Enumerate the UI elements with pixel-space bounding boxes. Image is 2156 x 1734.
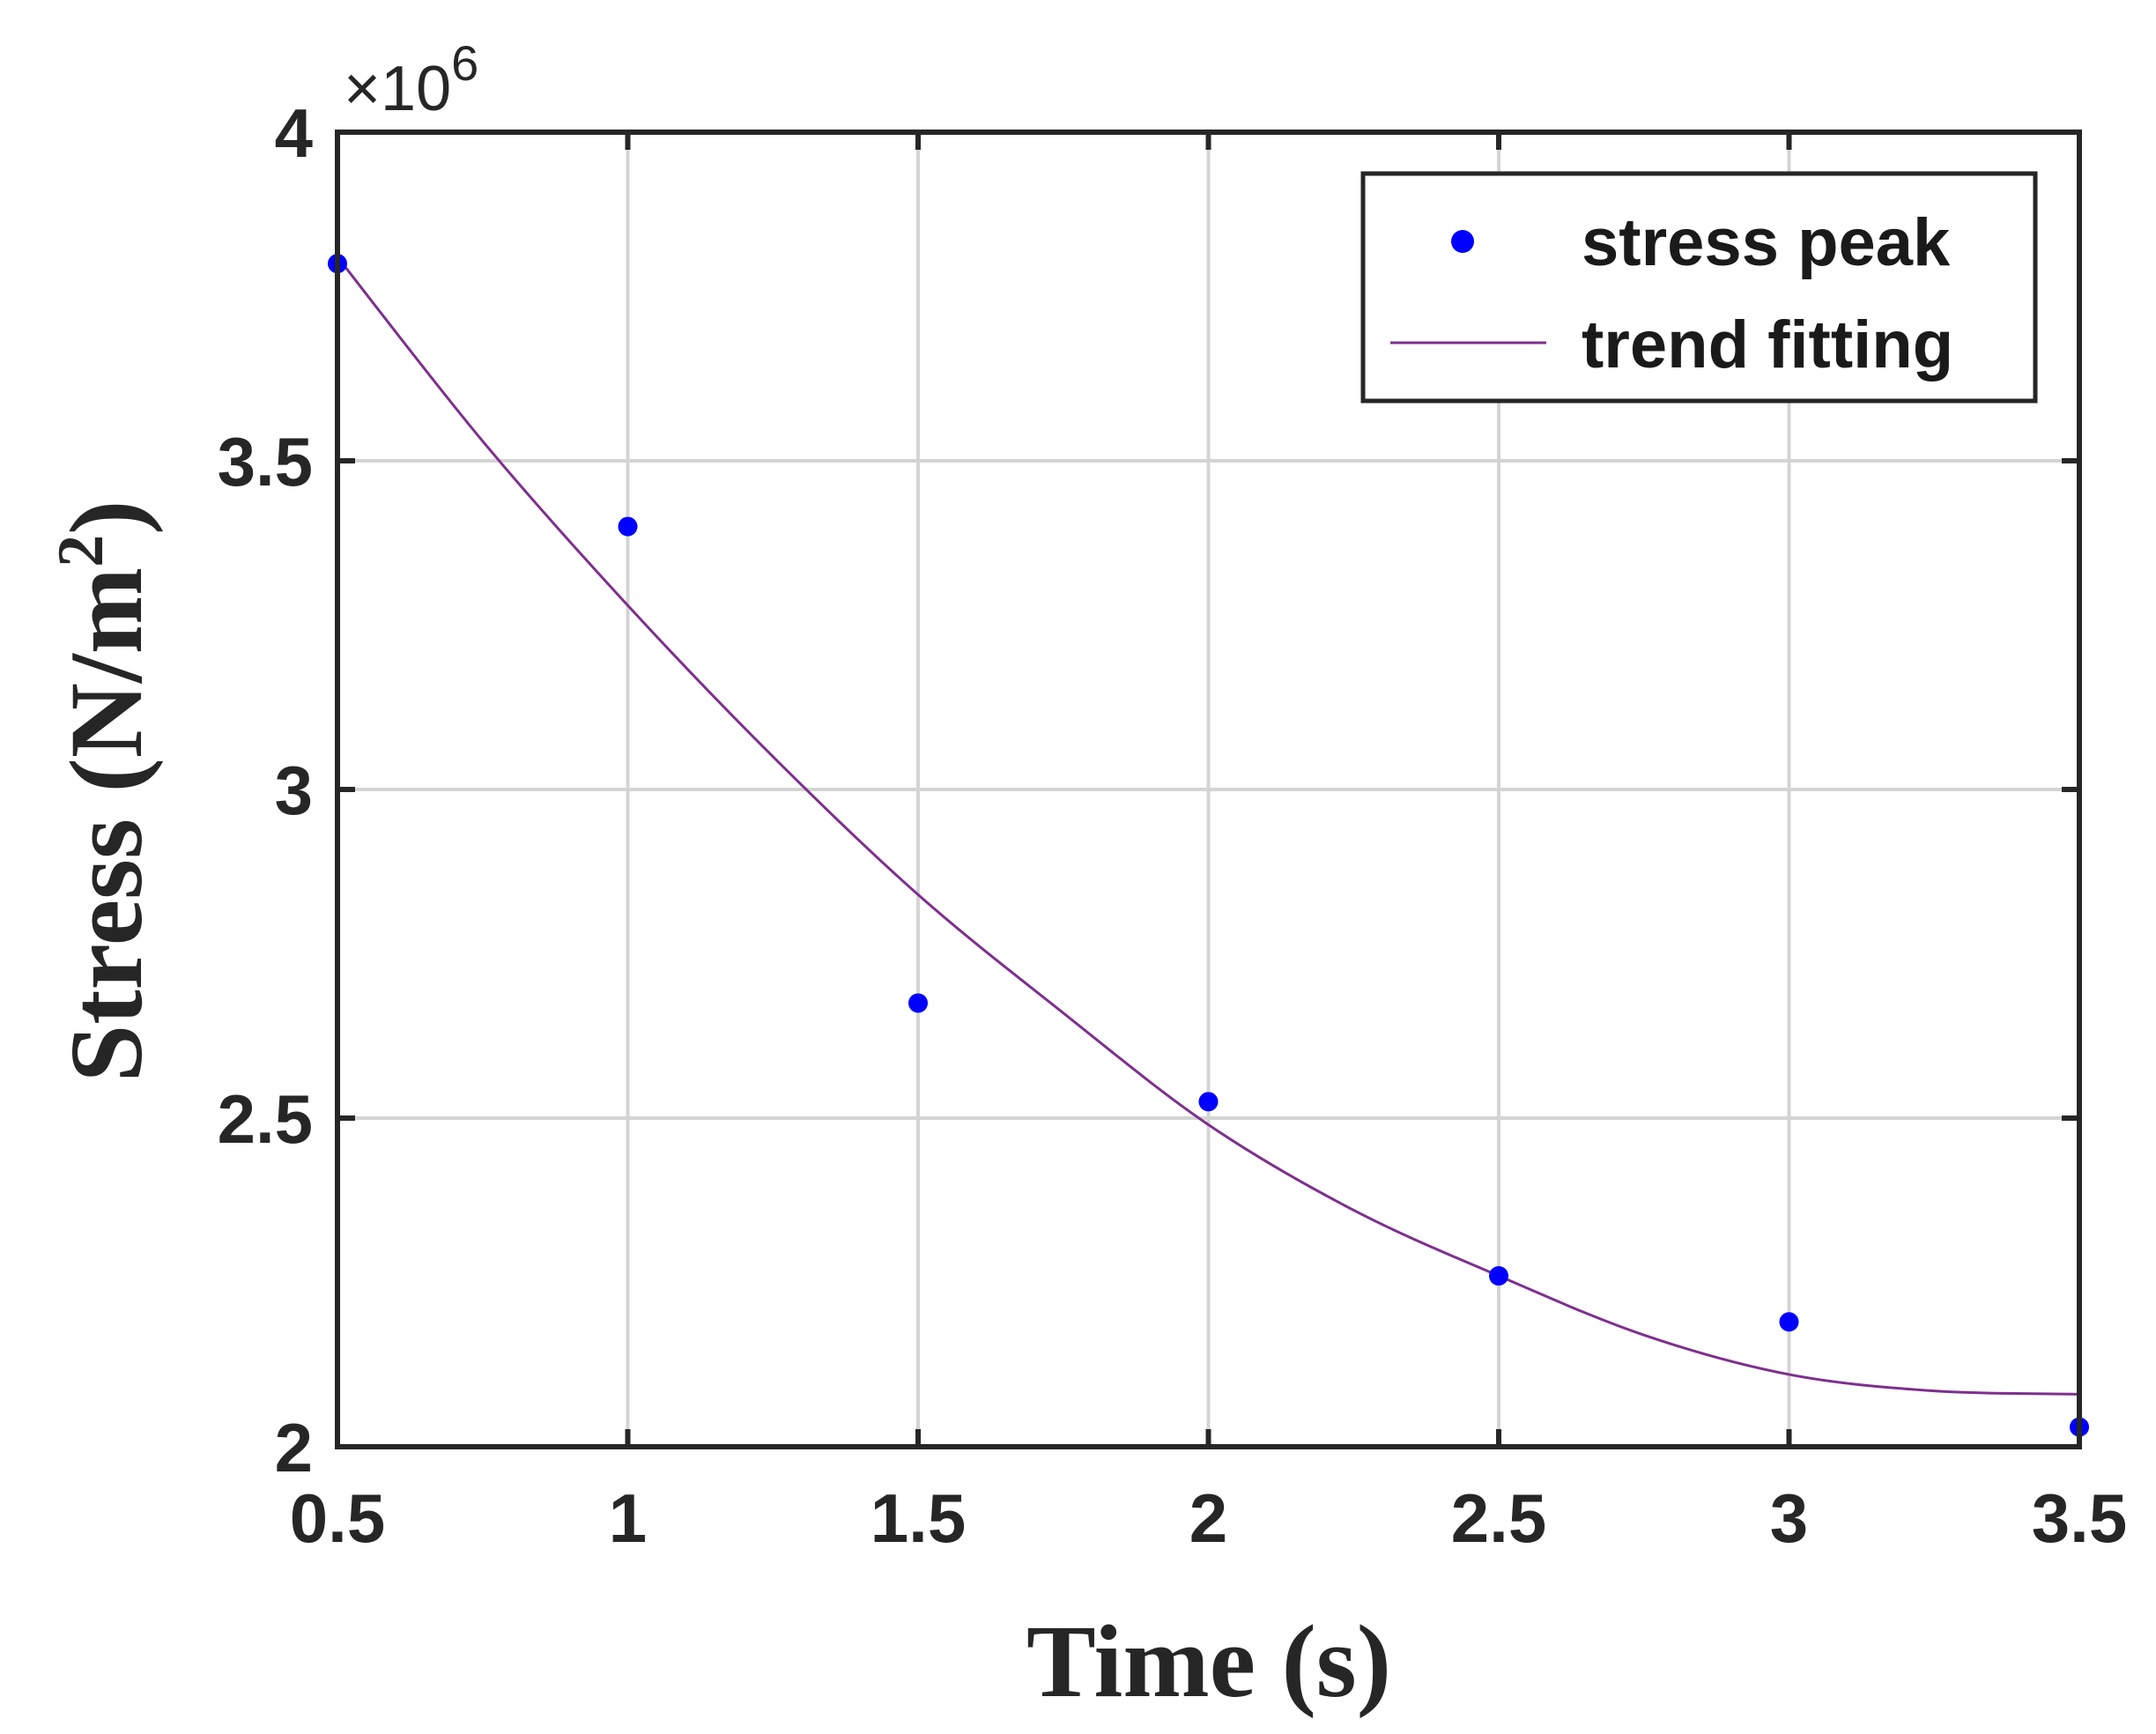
stress-peak-point [1779, 1312, 1799, 1332]
legend-box [1360, 171, 2038, 404]
x-tick-label: 2.5 [1451, 1479, 1546, 1557]
y-exponent-power: 6 [451, 35, 478, 91]
y-tick-label: 2 [275, 1409, 313, 1486]
x-tick-label: 3 [1770, 1479, 1808, 1557]
y-axis-title-close: ) [48, 500, 164, 535]
x-tick-label: 0.5 [290, 1479, 385, 1557]
y-tick-label: 3 [275, 752, 313, 829]
x-tick-label: 1.5 [871, 1479, 966, 1557]
legend-label-trend-fitting: trend fitting [1582, 308, 1953, 382]
y-tick-label: 3.5 [218, 423, 313, 500]
x-axis-title: Time (s) [1026, 1604, 1391, 1719]
trend-fitting-line [336, 256, 2080, 1396]
x-tick-label: 2 [1189, 1479, 1227, 1557]
stress-peak-point [1489, 1266, 1508, 1286]
y-exponent-label: ×106 [344, 35, 478, 124]
x-tick-label: 3.5 [2032, 1479, 2127, 1557]
stress-peak-series [328, 254, 2089, 1437]
y-tick-label: 4 [275, 94, 313, 172]
y-tick-label: 2.5 [218, 1080, 313, 1158]
stress-peak-point [908, 993, 928, 1013]
trend-fitting-series [336, 256, 2080, 1396]
x-tick-labels: 0.5 1 1.5 2 2.5 3 3.5 [290, 1479, 2127, 1557]
x-tick-label: 1 [609, 1479, 647, 1557]
stress-peak-point [618, 516, 638, 537]
legend: stress peak trend fitting [1360, 171, 2038, 404]
stress-peak-point [1198, 1092, 1219, 1112]
y-axis-title: Stress (N/m2) [45, 500, 164, 1083]
legend-label-stress-peak: stress peak [1582, 205, 1951, 280]
y-exponent-prefix: ×10 [344, 54, 451, 124]
axis-ticks [335, 130, 2082, 1449]
y-axis-title-main: Stress (N/m [48, 567, 164, 1082]
legend-marker-stress-peak [1451, 230, 1474, 253]
y-tick-labels: 2 2.5 3 3.5 4 [218, 94, 313, 1486]
y-axis-title-superscript: 2 [45, 535, 117, 567]
